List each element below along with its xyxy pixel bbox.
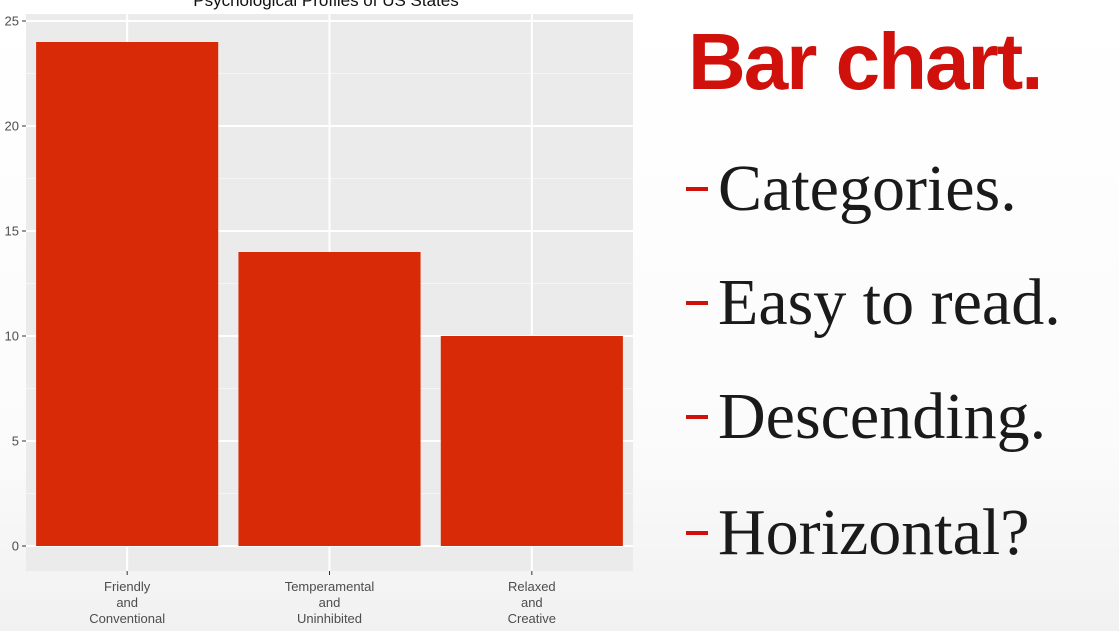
dash-icon [686,300,708,305]
bar [440,336,623,546]
y-tick-label: 0 [12,539,19,554]
y-tick-label: 15 [5,224,19,239]
x-tick-label-line: Uninhibited [297,611,362,626]
x-tick-label-line: Creative [508,611,556,626]
x-tick-label-line: Relaxed [508,579,556,594]
x-tick-label-line: and [521,595,543,610]
dash-icon [686,186,708,191]
y-tick-label: 25 [5,14,19,29]
bullet-text: Easy to read. [718,266,1061,339]
x-tick-label-line: Conventional [89,611,165,626]
y-tick-label: 5 [12,434,19,449]
bullet-item: Descending. [686,384,1046,450]
x-tick-label-line: Temperamental [285,579,375,594]
y-axis-ticks: 0 5 10 15 20 25 [5,14,26,554]
slide-heading: Bar chart. [688,17,1043,106]
bar [238,252,421,546]
dash-icon [686,414,708,419]
x-tick-label: Temperamental and Uninhibited [285,579,375,626]
y-tick-label: 20 [5,119,19,134]
bullet-item: Easy to read. [686,270,1061,336]
y-tick-label: 10 [5,329,19,344]
bullet-item: Categories. [686,156,1017,222]
x-tick-label: Relaxed and Creative [508,579,556,626]
x-tick-label-line: and [319,595,341,610]
bar [36,42,219,546]
bullet-text: Categories. [718,152,1017,225]
x-tick-label-line: Friendly [104,579,151,594]
bullet-text: Descending. [718,380,1047,453]
dash-icon [686,530,708,535]
x-tick-label: Friendly and Conventional [89,579,165,626]
chart-title: Psychological Profiles of US States [193,0,459,10]
bullet-item: Horizontal? [686,500,1030,566]
bullet-text: Horizontal? [718,496,1030,569]
slide-text-panel: Bar chart. Categories. Easy to read. Des… [686,16,1119,616]
x-tick-label-line: and [116,595,138,610]
bars [36,42,623,546]
